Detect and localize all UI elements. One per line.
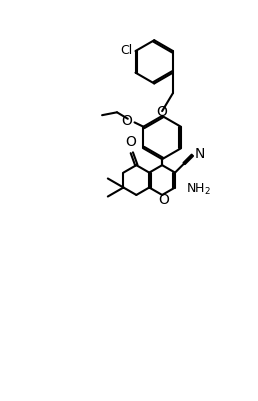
Text: O: O [122, 114, 133, 128]
Text: O: O [158, 193, 169, 207]
Text: O: O [125, 135, 136, 148]
Text: NH$_2$: NH$_2$ [186, 182, 211, 197]
Text: Cl: Cl [120, 44, 133, 57]
Text: N: N [194, 147, 205, 161]
Text: O: O [157, 105, 168, 119]
